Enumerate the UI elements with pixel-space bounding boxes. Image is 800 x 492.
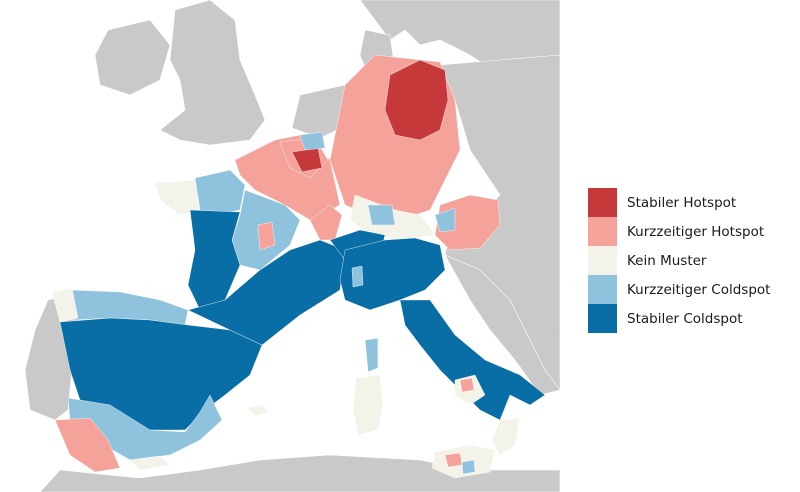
legend-item-stable-coldspot: Stabiler Coldspot xyxy=(588,304,770,333)
paris-hotspot xyxy=(257,221,276,251)
campania-hotspot xyxy=(459,377,475,393)
spain xyxy=(51,287,269,473)
austria xyxy=(434,194,501,251)
sicily-hotspot xyxy=(444,452,463,468)
legend-swatch xyxy=(588,275,617,304)
north-africa-land xyxy=(39,454,560,492)
europe-map xyxy=(24,0,560,492)
belgium-coldspot xyxy=(299,131,326,151)
italy-peninsula xyxy=(399,299,546,421)
legend-label: Kein Muster xyxy=(627,252,707,269)
sicily-coldspot xyxy=(461,459,476,475)
spain-galicia xyxy=(51,287,79,323)
alsace-hotspot xyxy=(309,204,343,241)
balearic-islands xyxy=(247,404,269,417)
austria-hotspot xyxy=(434,194,501,251)
germany xyxy=(329,54,461,241)
ireland-land xyxy=(94,19,171,96)
austria-coldspot xyxy=(434,207,456,233)
italy xyxy=(329,229,546,479)
lake-area-coldspot xyxy=(351,265,364,288)
legend-label: Kurzzeitiger Hotspot xyxy=(627,223,765,240)
legend: Stabiler Hotspot Kurzzeitiger Hotspot Ke… xyxy=(588,188,770,333)
islands xyxy=(352,337,384,436)
balkans-land xyxy=(444,254,560,396)
scandinavia-land xyxy=(359,0,560,76)
legend-swatch xyxy=(588,217,617,246)
spain-south-coast xyxy=(129,455,171,471)
corsica xyxy=(364,337,379,373)
legend-item-short-coldspot: Kurzzeitiger Coldspot xyxy=(588,275,770,304)
legend-swatch xyxy=(588,246,617,275)
belgium xyxy=(279,131,329,179)
benelux-land xyxy=(291,84,349,139)
legend-item-short-hotspot: Kurzzeitiger Hotspot xyxy=(588,217,770,246)
france xyxy=(154,134,346,346)
brittany xyxy=(154,179,201,216)
calabria xyxy=(491,417,521,456)
legend-swatch xyxy=(588,188,617,217)
france-northwest xyxy=(194,169,246,216)
sardinia xyxy=(352,374,384,436)
sicily xyxy=(431,444,496,479)
legend-label: Kurzzeitiger Coldspot xyxy=(627,281,771,298)
legend-swatch xyxy=(588,304,617,333)
legend-label: Stabiler Hotspot xyxy=(627,194,737,211)
andalusia-hotspot xyxy=(54,417,121,473)
germany-south-coldspot xyxy=(367,204,396,226)
berlin-brandenburg-stable xyxy=(384,59,449,141)
north-italy xyxy=(339,237,446,311)
legend-item-stable-hotspot: Stabiler Hotspot xyxy=(588,188,770,217)
great-britain-land xyxy=(159,0,266,146)
legend-label: Stabiler Coldspot xyxy=(627,310,743,327)
legend-item-no-pattern: Kein Muster xyxy=(588,246,770,275)
